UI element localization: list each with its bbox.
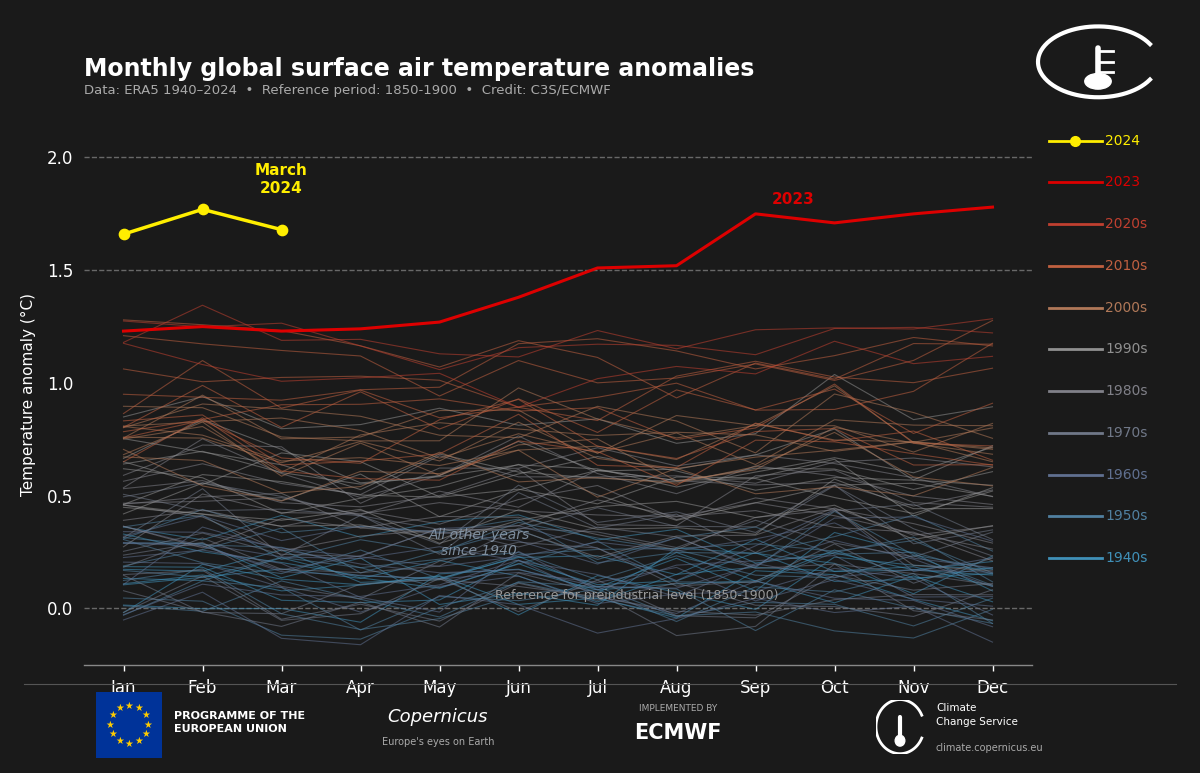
- Text: 1950s: 1950s: [1105, 509, 1147, 523]
- Point: [272, 223, 292, 236]
- Text: Monthly global surface air temperature anomalies: Monthly global surface air temperature a…: [84, 57, 755, 81]
- Text: ECMWF: ECMWF: [635, 723, 721, 743]
- Circle shape: [895, 735, 905, 746]
- Text: 1980s: 1980s: [1105, 384, 1147, 398]
- Text: ★: ★: [142, 729, 150, 739]
- Text: ★: ★: [144, 720, 152, 730]
- Text: 2023: 2023: [772, 192, 814, 207]
- Text: Climate
Change Service: Climate Change Service: [936, 703, 1018, 727]
- Text: ★: ★: [106, 720, 114, 730]
- Text: ★: ★: [108, 710, 116, 720]
- Text: 2024: 2024: [1105, 134, 1140, 148]
- Point: [114, 228, 133, 240]
- Text: 1970s: 1970s: [1105, 426, 1147, 440]
- Text: ★: ★: [134, 736, 143, 746]
- Text: ★: ★: [125, 700, 133, 710]
- Text: Copernicus: Copernicus: [388, 707, 488, 726]
- Text: Data: ERA5 1940–2024  •  Reference period: 1850-1900  •  Credit: C3S/ECMWF: Data: ERA5 1940–2024 • Reference period:…: [84, 83, 611, 97]
- Y-axis label: Temperature anomaly (°C): Temperature anomaly (°C): [22, 293, 36, 495]
- Text: ★: ★: [115, 736, 124, 746]
- Text: 1990s: 1990s: [1105, 342, 1147, 356]
- Text: climate.copernicus.eu: climate.copernicus.eu: [936, 744, 1044, 753]
- Text: Reference for preindustrial level (1850-1900): Reference for preindustrial level (1850-…: [496, 589, 779, 601]
- Text: IMPLEMENTED BY: IMPLEMENTED BY: [638, 704, 718, 713]
- Text: 1940s: 1940s: [1105, 551, 1147, 565]
- Text: 2020s: 2020s: [1105, 217, 1147, 231]
- Text: 1960s: 1960s: [1105, 468, 1147, 482]
- Text: 2010s: 2010s: [1105, 259, 1147, 273]
- Point: [193, 203, 212, 216]
- Text: ★: ★: [115, 703, 124, 713]
- Text: ★: ★: [134, 703, 143, 713]
- Text: Europe's eyes on Earth: Europe's eyes on Earth: [382, 737, 494, 747]
- Text: All other years
since 1940: All other years since 1940: [428, 528, 529, 558]
- Text: ★: ★: [142, 710, 150, 720]
- Text: PROGRAMME OF THE
EUROPEAN UNION: PROGRAMME OF THE EUROPEAN UNION: [174, 711, 305, 734]
- Text: 2023: 2023: [1105, 175, 1140, 189]
- Text: ★: ★: [108, 729, 116, 739]
- Text: ★: ★: [125, 739, 133, 749]
- Circle shape: [1085, 73, 1111, 89]
- Text: March
2024: March 2024: [256, 163, 308, 196]
- Text: 2000s: 2000s: [1105, 301, 1147, 315]
